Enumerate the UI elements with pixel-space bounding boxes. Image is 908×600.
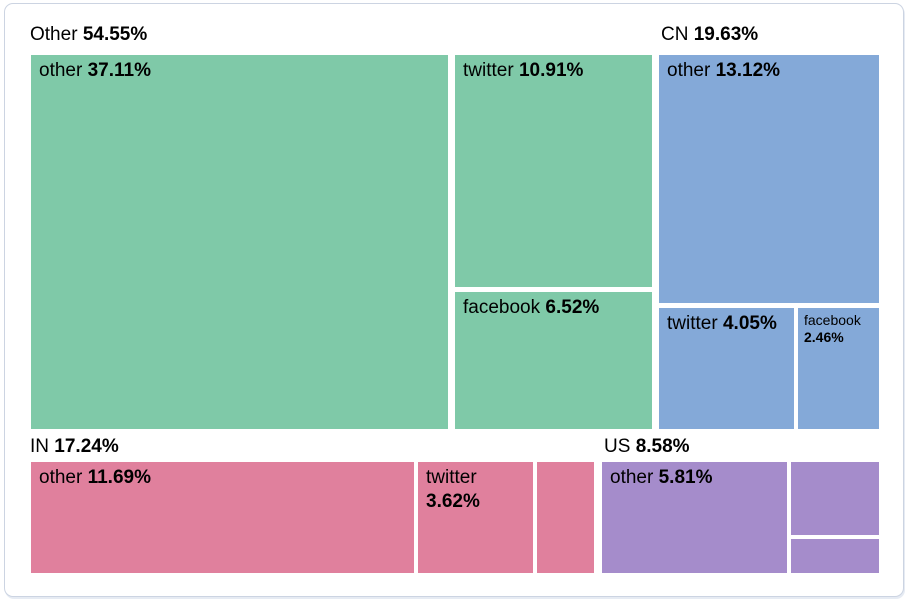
cell-label: facebook: [463, 297, 541, 318]
treemap-cell-other-twitter[interactable]: twitter 10.91%: [455, 55, 652, 287]
cell-value: 10.91%: [518, 60, 584, 81]
cell-label: other: [610, 467, 654, 488]
group-label: US: [604, 436, 631, 457]
treemap-cell-in-unlabeled[interactable]: [537, 462, 594, 573]
group-header-us: US 8.58%: [604, 436, 690, 458]
cell-label: other: [39, 467, 83, 488]
cell-value: 2.46%: [804, 329, 844, 345]
cell-label: other: [667, 60, 711, 81]
group-value: 19.63%: [693, 24, 759, 45]
cell-value: 4.05%: [722, 313, 777, 334]
cell-label: twitter: [426, 467, 477, 488]
treemap-cell-in-other[interactable]: other 11.69%: [31, 462, 414, 573]
treemap-cell-other-facebook[interactable]: facebook 6.52%: [455, 292, 652, 429]
group-value: 8.58%: [635, 436, 690, 457]
cell-value: 37.11%: [87, 60, 151, 81]
group-header-other: Other 54.55%: [30, 24, 147, 46]
group-value: 17.24%: [54, 436, 119, 457]
cell-label: other: [39, 60, 83, 81]
group-label: IN: [30, 436, 49, 457]
cell-value: 6.52%: [545, 297, 600, 318]
treemap-cell-cn-facebook[interactable]: facebook 2.46%: [798, 308, 879, 429]
cell-value: 3.62%: [426, 491, 480, 512]
treemap-cell-us-unlabeled-1[interactable]: [791, 462, 879, 535]
treemap-cell-other-other[interactable]: other 37.11%: [31, 55, 448, 429]
group-header-in: IN 17.24%: [30, 436, 119, 458]
treemap-cell-in-twitter[interactable]: twitter 3.62%: [418, 462, 533, 573]
group-label: CN: [661, 24, 689, 45]
cell-value: 5.81%: [658, 467, 713, 488]
cell-value: 11.69%: [87, 467, 151, 488]
cell-label: twitter: [463, 60, 514, 81]
cell-label: facebook: [804, 312, 861, 328]
treemap-cell-cn-twitter[interactable]: twitter 4.05%: [659, 308, 794, 429]
cell-label: twitter: [667, 313, 718, 334]
cell-value: 13.12%: [715, 60, 781, 81]
treemap-cell-cn-other[interactable]: other 13.12%: [659, 55, 879, 303]
treemap-cell-us-other[interactable]: other 5.81%: [602, 462, 787, 573]
group-value: 54.55%: [82, 24, 148, 45]
group-label: Other: [30, 24, 78, 45]
treemap-cell-us-unlabeled-2[interactable]: [791, 539, 879, 573]
group-header-cn: CN 19.63%: [661, 24, 758, 46]
